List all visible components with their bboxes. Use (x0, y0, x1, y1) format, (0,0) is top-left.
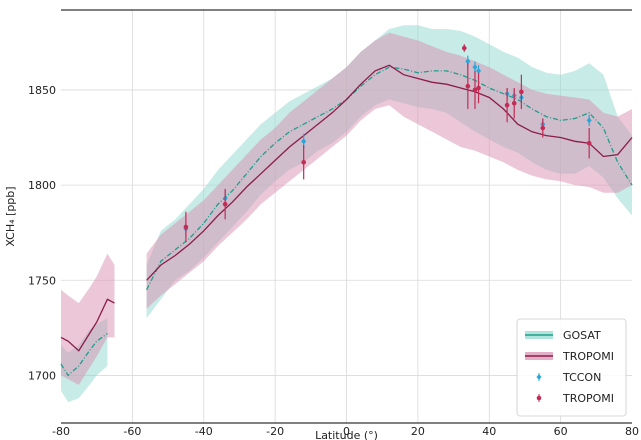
tropomi-point (301, 159, 306, 165)
y-tick-label: 1800 (28, 179, 56, 192)
gosat-series-line (60, 332, 108, 377)
axes: -80 -60 -40 -20 0 20 40 60 80 1700 1750 1800 1850 Lat… (4, 9, 639, 440)
x-tick-label: 0 (343, 425, 350, 438)
y-tick-label: 1850 (28, 84, 56, 97)
tccon-point (301, 138, 307, 145)
tropomi-point (472, 87, 478, 93)
tropomi-point (461, 45, 467, 51)
tropomi-uncertainty-band (61, 253, 115, 385)
legend-box (516, 318, 627, 417)
tropomi-point (183, 224, 189, 230)
tccon-point (472, 64, 478, 71)
tropomi-point (586, 140, 592, 146)
y-tick-label: 1750 (28, 274, 56, 287)
tccon-point (465, 58, 471, 65)
tccon-legend-marker (536, 374, 542, 380)
x-tick-label: -20 (266, 425, 284, 438)
tropomi-point (504, 102, 510, 108)
tropomi-point (511, 100, 517, 106)
tropomi-uncertainty-band (146, 32, 632, 309)
x-tick-label: 60 (554, 425, 568, 438)
x-tick-label: -60 (123, 425, 141, 438)
tropomi-series-line (146, 64, 633, 281)
tropomi-point (476, 85, 481, 91)
tropomi-points-legend-label: TROPOMI (562, 392, 614, 405)
tropomi-legend-label: TROPOMI (562, 350, 614, 363)
tropomi-point (465, 83, 471, 89)
tropomi-points-legend-marker (536, 395, 542, 401)
tropomi-point (540, 125, 546, 131)
y-tick-label: 1700 (28, 369, 56, 382)
tropomi-point (519, 89, 524, 95)
tccon-legend-label: TCCON (562, 371, 601, 384)
tropomi-series-line (60, 298, 115, 352)
validation-points (183, 44, 592, 243)
x-tick-label: -80 (52, 425, 70, 438)
y-axis-label: XCH₄ [ppb] (4, 186, 17, 246)
x-axis-label: Latitude (°) (315, 429, 378, 440)
series-lines (60, 64, 633, 377)
tccon-point (586, 117, 592, 124)
tropomi-point (222, 201, 228, 207)
x-tick-label: 20 (411, 425, 425, 438)
x-tick-label: 40 (482, 425, 496, 438)
legend: GOSAT TROPOMI TCCON TROPOMI (516, 318, 627, 417)
gosat-series-line (146, 66, 633, 291)
x-tick-label: 80 (625, 425, 639, 438)
x-tick-label: -40 (195, 425, 213, 438)
uncertainty-bands (61, 25, 632, 403)
gosat-legend-label: GOSAT (563, 329, 601, 342)
tccon-point (476, 67, 482, 74)
